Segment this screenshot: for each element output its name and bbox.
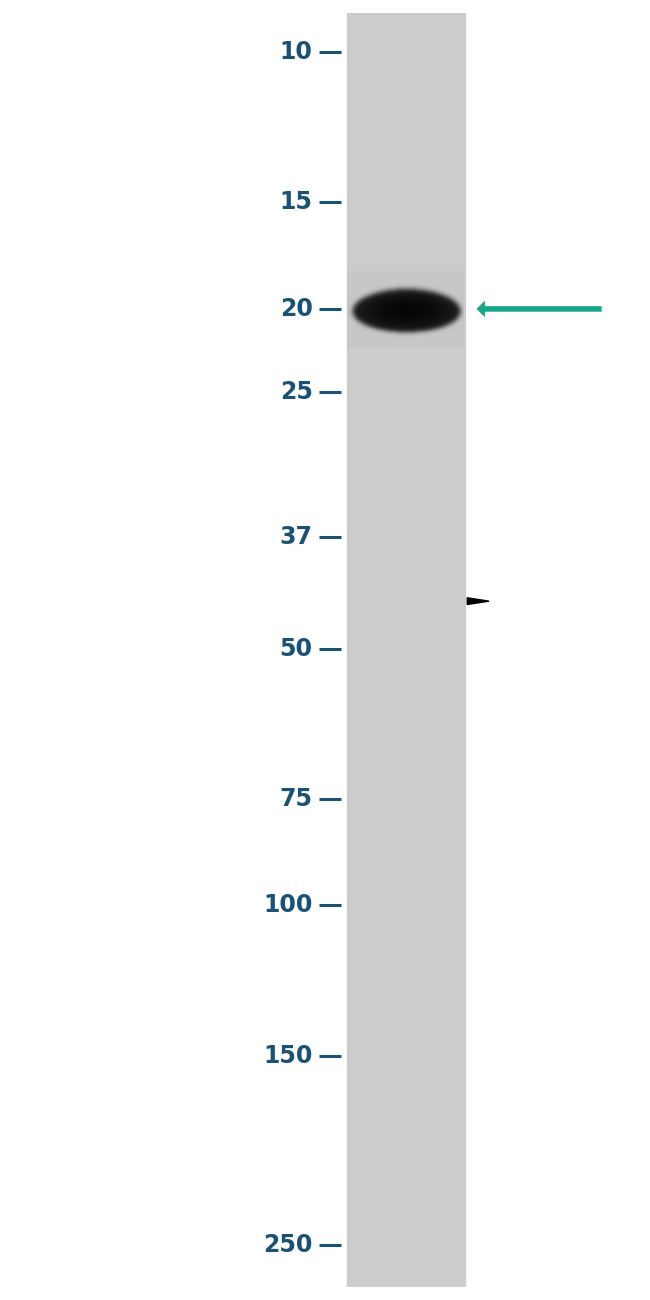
Text: 25: 25 [280,380,313,403]
Bar [348,13,465,1287]
Text: 75: 75 [280,786,313,811]
Text: 250: 250 [263,1232,313,1257]
Text: 100: 100 [263,893,313,918]
Text: 15: 15 [280,190,313,214]
Text: 10: 10 [280,40,313,64]
Text: 20: 20 [280,296,313,321]
Text: 50: 50 [280,637,313,660]
Polygon shape [467,598,489,604]
Text: 37: 37 [280,525,313,549]
Text: 150: 150 [263,1044,313,1067]
